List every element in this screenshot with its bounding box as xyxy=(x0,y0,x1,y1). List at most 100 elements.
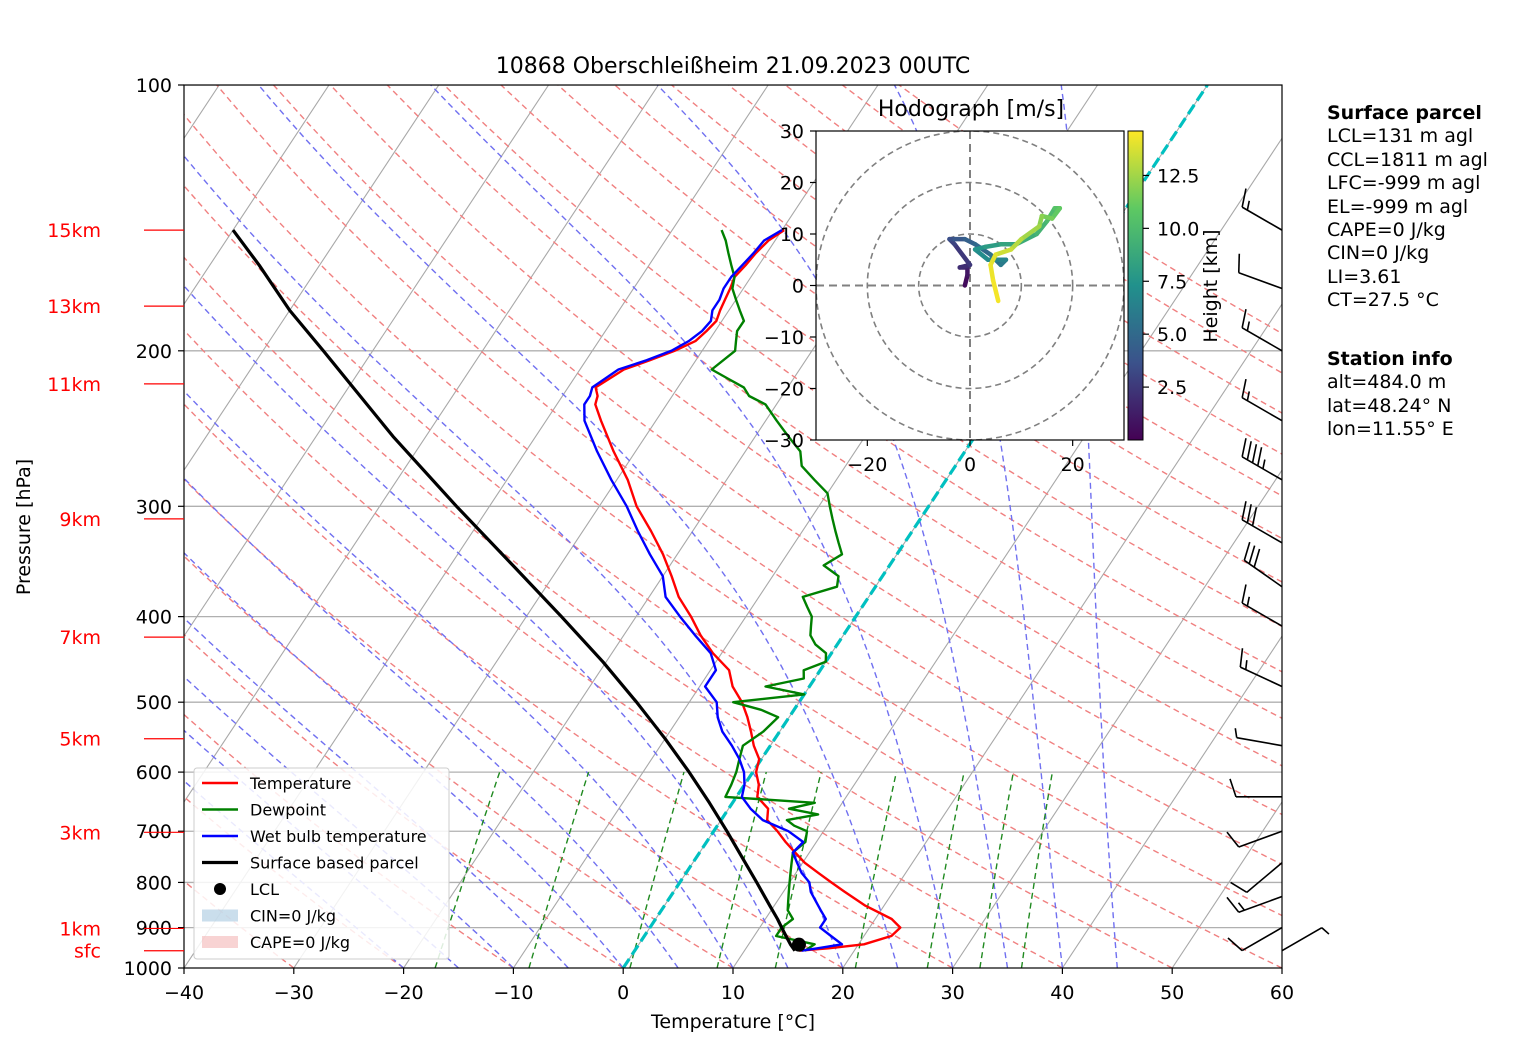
isotherm-line xyxy=(1171,801,1282,968)
hodograph-title: Hodograph [m/s] xyxy=(878,97,1064,122)
moist-adiabat-line xyxy=(258,85,899,968)
dry-adiabat-line xyxy=(184,113,1282,917)
wind-barb-flag xyxy=(1241,188,1247,208)
wind-barb xyxy=(1241,378,1283,422)
height-label: 5km xyxy=(59,729,101,751)
wind-barb-flag xyxy=(1253,548,1261,568)
wind-barb-flag xyxy=(1241,501,1247,521)
height-label: 13km xyxy=(47,296,101,318)
hodograph-ring xyxy=(917,233,1023,338)
dry-adiabat-line xyxy=(184,478,844,968)
wind-barb-flag xyxy=(1248,545,1256,565)
hodograph-y-tick-label: −20 xyxy=(764,379,804,401)
isotherm-line xyxy=(1061,635,1282,968)
height-label: 7km xyxy=(59,627,101,649)
x-axis-label: Temperature [°C] xyxy=(650,1011,815,1033)
surface-parcel-box: Surface parcel LCL=131 m agl CCL=1811 m … xyxy=(1327,102,1488,313)
hodograph-segment xyxy=(983,242,1004,250)
wind-barb-flag xyxy=(1229,778,1237,798)
legend: Temperature Dewpoint Wet bulb temperature S… xyxy=(193,767,450,960)
moist-adiabat-line xyxy=(184,477,679,968)
wind-barb-staff xyxy=(1236,736,1283,747)
wind-barb xyxy=(1229,778,1282,798)
x-tick-label: 40 xyxy=(1050,982,1074,1004)
height-label: 3km xyxy=(59,822,101,844)
wind-barb-flag xyxy=(1246,504,1252,524)
hodograph-segment xyxy=(993,247,1014,257)
wind-barb-staff xyxy=(1241,926,1283,952)
colorbar-tick-label: 5.0 xyxy=(1157,324,1187,346)
wind-barb-flag xyxy=(1256,447,1263,467)
wind-barb xyxy=(1234,728,1283,747)
wind-barb-staff xyxy=(1241,206,1283,231)
wind-barb-staff xyxy=(1241,397,1283,422)
moist-adiabat-line xyxy=(184,284,789,968)
wind-barb-half xyxy=(1246,391,1251,401)
height-label: 15km xyxy=(47,220,101,242)
wind-barb-flag xyxy=(1251,444,1258,464)
dry-adiabat-line xyxy=(272,85,1282,816)
wind-barb-half xyxy=(1246,321,1251,331)
wind-barb-half xyxy=(1246,200,1251,211)
wind-barb xyxy=(1226,895,1283,914)
mixing-ratio-line xyxy=(1020,771,1054,968)
legend-label: Surface based parcel xyxy=(250,854,419,873)
station-info-line: alt=484.0 m xyxy=(1327,371,1447,394)
wind-barb xyxy=(1237,253,1283,290)
wind-barb-half xyxy=(1246,596,1251,607)
wind-barb xyxy=(1241,309,1283,352)
wind-barb-flag xyxy=(1227,937,1243,952)
legend-label: CIN=0 J/kg xyxy=(250,907,336,926)
x-tick-label: −30 xyxy=(274,982,314,1004)
temperature-line xyxy=(594,229,902,952)
wind-barb xyxy=(1241,501,1283,544)
dry-adiabat-line xyxy=(184,329,1063,968)
wind-barb-flag xyxy=(1241,309,1247,328)
x-tick-label: −10 xyxy=(493,982,533,1004)
legend-swatch xyxy=(202,909,238,922)
hodograph-segment xyxy=(1019,224,1042,242)
isotherm-line xyxy=(184,85,550,638)
wind-barb-staff xyxy=(1238,895,1283,914)
colorbar-tick-label: 10.0 xyxy=(1157,218,1199,240)
isotherm-line xyxy=(184,85,440,472)
wind-barb xyxy=(1227,926,1283,952)
y-tick-label: 800 xyxy=(136,872,172,894)
x-tick-label: 20 xyxy=(831,982,855,1004)
height-label: sfc xyxy=(74,941,101,963)
wind-barb-flag xyxy=(1246,441,1252,461)
hodograph-x-tick-label: 20 xyxy=(1061,454,1085,476)
y-tick-label: 1000 xyxy=(124,958,172,980)
surface-parcel-line: LI=3.61 xyxy=(1327,265,1402,288)
hodograph-y-tick-label: 0 xyxy=(792,276,804,298)
hodograph-segment xyxy=(952,242,973,268)
surface-parcel-line: CT=27.5 °C xyxy=(1327,289,1439,312)
isotherm-line xyxy=(842,303,1282,968)
x-tick-label: 30 xyxy=(941,982,965,1004)
wind-barb xyxy=(1230,862,1283,894)
y-tick-label: 500 xyxy=(136,692,172,714)
wind-barb-flag xyxy=(1226,831,1240,848)
mixing-ratio-line xyxy=(434,771,501,968)
wind-barb-half xyxy=(1262,459,1266,470)
height-label: 11km xyxy=(47,374,101,396)
wind-barb-flag xyxy=(1241,584,1247,604)
moist-adiabat-line xyxy=(184,154,844,968)
chart-title: 10868 Oberschleißheim 21.09.2023 00UTC xyxy=(496,54,971,79)
lcl-marker xyxy=(791,937,806,952)
hodograph-y-tick-label: 30 xyxy=(780,121,804,143)
surface-parcel-line: CCL=1811 m agl xyxy=(1327,148,1488,171)
mixing-ratio-line xyxy=(528,771,590,968)
dry-adiabat-line xyxy=(184,184,1282,968)
station-info-title: Station info xyxy=(1327,348,1453,370)
hodograph-y-tick-label: 10 xyxy=(780,224,804,246)
wind-barb xyxy=(1226,830,1283,848)
wind-barb-staff xyxy=(1241,602,1283,627)
hodograph-segment xyxy=(988,262,996,283)
hodograph-y-tick-label: −30 xyxy=(764,430,804,452)
colorbar-tick-label: 7.5 xyxy=(1157,271,1187,293)
y-tick-label: 200 xyxy=(136,341,172,363)
wind-barb xyxy=(1241,438,1283,481)
wind-barb-flag xyxy=(1237,253,1241,273)
